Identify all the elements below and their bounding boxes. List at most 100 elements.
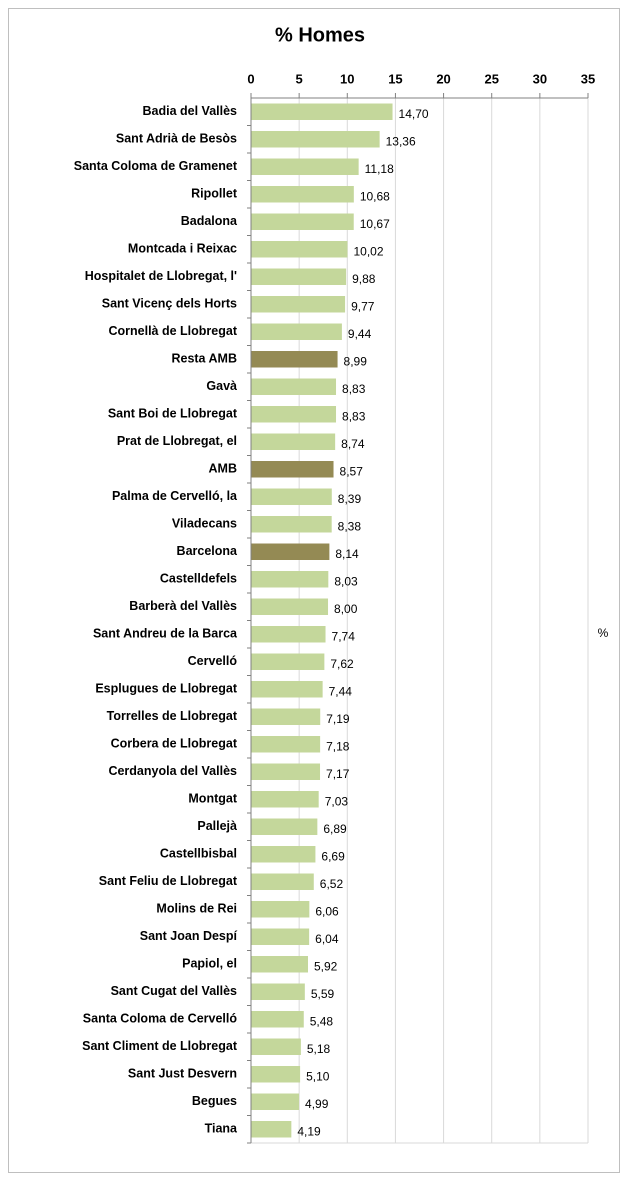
value-label: 8,74 (341, 437, 365, 451)
value-label: 13,36 (386, 134, 416, 148)
y-tick-label: Montcada i Reixac (128, 242, 237, 256)
value-label: 8,00 (334, 602, 358, 616)
y-tick-label: Prat de Llobregat, el (117, 434, 237, 448)
value-label: 7,17 (326, 767, 350, 781)
value-label: 7,03 (325, 794, 349, 808)
y-tick-label: Cervelló (188, 654, 238, 668)
bar (251, 131, 380, 148)
x-tick-label: 25 (484, 71, 498, 86)
value-label: 8,83 (342, 409, 366, 423)
bar (251, 983, 305, 1000)
bar (251, 323, 342, 340)
value-label: 6,89 (323, 822, 347, 836)
value-label: 9,44 (348, 327, 372, 341)
bar (251, 901, 310, 918)
x-tick-label: 35 (581, 71, 595, 86)
value-label: 6,52 (320, 877, 344, 891)
bar (251, 626, 326, 643)
y-tick-label: Hospitalet de Llobregat, l' (85, 269, 237, 283)
y-tick-label: Sant Vicenç dels Horts (102, 297, 237, 311)
x-tick-label: 5 (296, 71, 303, 86)
value-label: 7,44 (329, 684, 353, 698)
y-tick-label: Sant Joan Despí (140, 929, 238, 943)
y-tick-label: Santa Coloma de Gramenet (74, 159, 238, 173)
y-tick-label: Corbera de Llobregat (111, 737, 238, 751)
bar (251, 543, 330, 560)
value-label: 5,10 (306, 1069, 330, 1083)
bar (251, 818, 318, 835)
bar (251, 351, 338, 368)
y-tick-label: Resta AMB (171, 352, 237, 366)
y-tick-label: Pallejà (197, 819, 237, 833)
y-tick-label: AMB (209, 462, 237, 476)
bar (251, 1038, 301, 1055)
value-label: 8,14 (335, 547, 359, 561)
value-label: 5,92 (314, 959, 338, 973)
value-label: 10,67 (360, 217, 390, 231)
y-tick-label: Montgat (188, 792, 237, 806)
bar (251, 406, 337, 423)
bar (251, 186, 354, 203)
y-tick-label: Cerdanyola del Vallès (108, 764, 237, 778)
bar (251, 488, 332, 505)
value-label: 10,02 (353, 244, 383, 258)
value-label: 8,99 (344, 354, 368, 368)
value-label: 4,99 (305, 1097, 329, 1111)
value-label: 5,18 (307, 1042, 331, 1056)
y-tick-label: Santa Coloma de Cervelló (83, 1012, 238, 1026)
y-tick-label: Viladecans (172, 517, 237, 531)
value-label: 8,38 (338, 519, 362, 533)
y-tick-label: Sant Boi de Llobregat (108, 407, 238, 421)
value-label: 9,88 (352, 272, 376, 286)
bar (251, 956, 309, 973)
bar (251, 928, 310, 945)
y-tick-label: Barberà del Vallès (129, 599, 237, 613)
value-label: 6,69 (321, 849, 345, 863)
y-tick-label: Torrelles de Llobregat (107, 709, 238, 723)
bar (251, 791, 319, 808)
x-tick-label: 10 (340, 71, 354, 86)
bar (251, 873, 314, 890)
chart-frame (8, 8, 620, 1173)
value-label: 7,62 (330, 657, 354, 671)
y-tick-label: Castelldefels (160, 572, 237, 586)
bar (251, 1011, 304, 1028)
bar (251, 846, 316, 863)
bar (251, 598, 329, 615)
y-tick-label: Sant Andreu de la Barca (93, 627, 238, 641)
value-label: 8,57 (340, 464, 364, 478)
value-label: 6,06 (315, 904, 339, 918)
bar (251, 1121, 292, 1138)
value-label: 8,83 (342, 382, 366, 396)
bar (251, 571, 329, 588)
y-tick-label: Sant Feliu de Llobregat (99, 874, 238, 888)
value-label: 9,77 (351, 299, 375, 313)
value-label: 8,03 (334, 574, 358, 588)
y-tick-label: Sant Cugat del Vallès (111, 984, 237, 998)
value-label: 5,48 (310, 1014, 334, 1028)
y-tick-label: Castellbisbal (160, 847, 237, 861)
bar (251, 158, 359, 175)
y-tick-label: Molins de Rei (156, 902, 237, 916)
y-tick-label: Cornellà de Llobregat (109, 324, 238, 338)
value-label: 8,39 (338, 492, 362, 506)
y-tick-label: Badia del Vallès (143, 104, 238, 118)
bar (251, 1066, 301, 1083)
x-tick-label: 30 (533, 71, 547, 86)
y-tick-label: Papiol, el (182, 957, 237, 971)
value-label: 5,59 (311, 987, 335, 1001)
bar (251, 296, 346, 313)
y-tick-label: Palma de Cervelló, la (112, 489, 238, 503)
y-tick-label: Sant Adrià de Besòs (116, 132, 237, 146)
value-label: 10,68 (360, 189, 390, 203)
y-tick-label: Sant Just Desvern (128, 1067, 237, 1081)
bar (251, 516, 332, 533)
value-label: 11,18 (365, 162, 394, 176)
chart-title: % Homes (275, 24, 365, 46)
x-tick-label: 20 (436, 71, 450, 86)
x-tick-label: 0 (247, 71, 254, 86)
y-tick-label: Esplugues de Llobregat (95, 682, 238, 696)
bar (251, 268, 347, 285)
y-tick-label: Ripollet (191, 187, 238, 201)
